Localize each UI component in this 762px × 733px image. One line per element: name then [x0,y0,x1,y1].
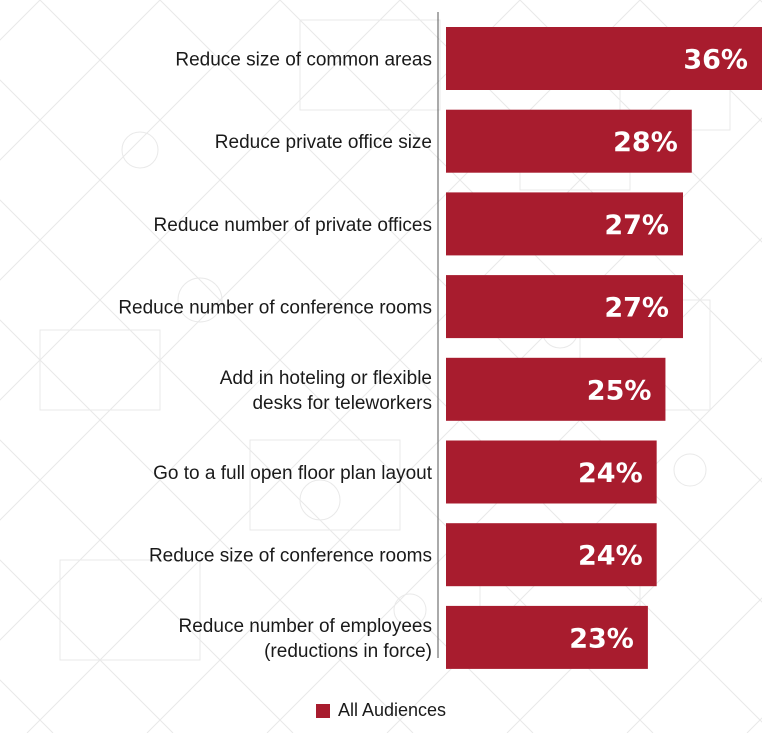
category-label: Reduce number of private offices [154,215,432,236]
data-label: 36% [683,45,748,76]
data-label: 24% [578,458,643,489]
legend: All Audiences [0,700,762,721]
bar [446,440,657,504]
category-label: Reduce size of conference rooms [149,546,432,567]
bar [446,192,683,256]
data-label: 23% [569,623,634,654]
bar [446,357,666,421]
legend-label: All Audiences [337,700,447,720]
category-label: Reduce private office size [215,132,432,153]
data-label: 28% [613,127,678,158]
category-label: Reduce number of conference rooms [118,298,432,319]
category-label: Reduce size of common areas [175,50,432,71]
bar [446,109,692,173]
legend-swatch [315,703,330,718]
bar [446,605,648,669]
data-label: 25% [587,375,652,406]
bar [446,275,683,339]
bar [446,27,762,90]
data-label: 24% [578,541,643,572]
data-label: 27% [604,293,669,324]
bar [446,523,657,587]
data-label: 27% [604,210,669,241]
category-label: Add in hoteling or flexible desks for tel… [220,368,432,414]
category-label: Go to a full open floor plan layout [153,463,433,484]
category-label: Reduce number of employees (reductions in… [179,616,432,662]
